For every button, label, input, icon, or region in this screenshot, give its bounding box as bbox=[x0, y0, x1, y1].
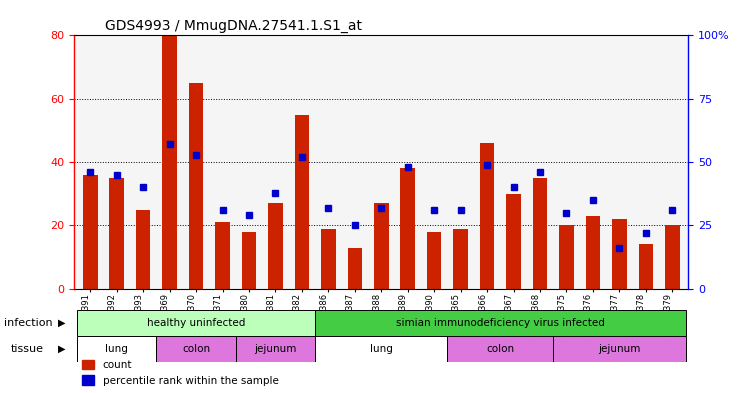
Text: ▶: ▶ bbox=[58, 318, 65, 328]
Bar bbox=[162, 35, 177, 289]
Text: infection: infection bbox=[4, 318, 52, 328]
Bar bbox=[533, 178, 548, 289]
Bar bbox=[400, 169, 415, 289]
Bar bbox=[136, 209, 150, 289]
Bar bbox=[156, 336, 236, 362]
Bar bbox=[315, 310, 685, 336]
Bar bbox=[215, 222, 230, 289]
Text: GDS4993 / MmugDNA.27541.1.S1_at: GDS4993 / MmugDNA.27541.1.S1_at bbox=[105, 19, 362, 33]
Bar bbox=[453, 229, 468, 289]
Text: jejunum: jejunum bbox=[598, 344, 641, 354]
Bar bbox=[315, 336, 447, 362]
Bar bbox=[427, 232, 441, 289]
Bar bbox=[321, 229, 336, 289]
Legend: count, percentile rank within the sample: count, percentile rank within the sample bbox=[80, 358, 280, 388]
Bar bbox=[77, 310, 315, 336]
Bar bbox=[189, 83, 203, 289]
Bar bbox=[554, 336, 685, 362]
Bar bbox=[347, 248, 362, 289]
Bar bbox=[236, 336, 315, 362]
Text: healthy uninfected: healthy uninfected bbox=[147, 318, 246, 328]
Bar bbox=[77, 336, 156, 362]
Text: simian immunodeficiency virus infected: simian immunodeficiency virus infected bbox=[396, 318, 605, 328]
Bar bbox=[109, 178, 124, 289]
Text: lung: lung bbox=[370, 344, 393, 354]
Text: tissue: tissue bbox=[11, 344, 44, 354]
Text: ▶: ▶ bbox=[58, 344, 65, 354]
Bar bbox=[612, 219, 626, 289]
Bar bbox=[559, 226, 574, 289]
Text: colon: colon bbox=[487, 344, 514, 354]
Bar bbox=[447, 336, 554, 362]
Bar bbox=[586, 216, 600, 289]
Bar bbox=[268, 203, 283, 289]
Bar bbox=[507, 194, 521, 289]
Text: jejunum: jejunum bbox=[254, 344, 297, 354]
Text: colon: colon bbox=[182, 344, 210, 354]
Bar bbox=[638, 244, 653, 289]
Text: lung: lung bbox=[106, 344, 128, 354]
Bar bbox=[242, 232, 256, 289]
Bar bbox=[480, 143, 495, 289]
Bar bbox=[83, 175, 97, 289]
Bar bbox=[374, 203, 388, 289]
Bar bbox=[295, 115, 310, 289]
Bar bbox=[665, 226, 679, 289]
